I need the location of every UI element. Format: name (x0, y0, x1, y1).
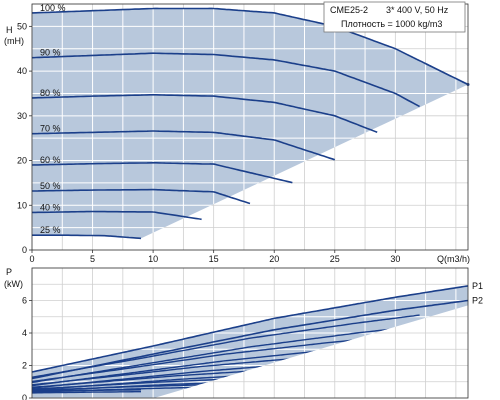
curve-label-100: 100 % (40, 3, 66, 13)
power-curve-70-p1 (32, 354, 335, 386)
power-curve-p1 (31, 285, 469, 373)
power-curve-p2 (31, 299, 469, 380)
bottom-operating-area (32, 285, 468, 398)
top-xtick-label: 0 (29, 254, 34, 264)
power-curve-90-p2 (32, 325, 420, 384)
top-xtick-label: 15 (209, 254, 219, 264)
power-curve-80-p1 (32, 337, 378, 383)
curve-label-80: 80 % (40, 88, 61, 98)
power-label-p2: P2 (472, 296, 483, 306)
info-model: CME25-2 (330, 5, 368, 15)
power-curve-40-p1 (32, 384, 202, 391)
curve-70-percent (31, 130, 336, 161)
curve-label-60: 60 % (40, 155, 61, 165)
curve-90-percent (31, 52, 420, 108)
info-box: CME25-2 3* 400 V, 50 Hz Плотность = 1000… (323, 1, 466, 33)
top-xtick-label: 5 (90, 254, 95, 264)
head-flow-panel: 100 % 90 % 80 % 70 % 60 % 50 % 40 % 25 % 0 5 10 15 2… (17, 3, 470, 264)
curve-100-percent (31, 7, 469, 86)
bottom-ylabel-unit: (kW) (4, 279, 23, 289)
curve-25-percent (32, 234, 142, 240)
top-operating-area (32, 8, 468, 239)
top-plot-frame (31, 3, 469, 251)
info-supply: 3* 400 V, 50 Hz (386, 5, 449, 15)
curve-label-40: 40 % (40, 202, 61, 212)
top-ytick-label: 50 (17, 21, 27, 31)
power-curve-25-p1 (32, 389, 142, 392)
top-ytick-label: 10 (17, 200, 27, 210)
bottom-ytick-label: 4 (22, 328, 27, 338)
top-ytick-label: 0 (22, 245, 27, 255)
power-label-p1: P1 (472, 281, 483, 291)
curve-label-70: 70 % (40, 124, 61, 134)
top-ytick-label: 20 (17, 156, 27, 166)
info-density: Плотность = 1000 kg/m3 (341, 19, 442, 29)
curve-60-percent (31, 161, 293, 184)
curve-80-percent (31, 93, 378, 134)
power-curve-50-p1 (32, 377, 251, 390)
curve-label-50: 50 % (40, 181, 61, 191)
top-xtick-label: 10 (148, 254, 158, 264)
top-ylabel-unit: (mH) (4, 36, 24, 46)
top-ylabel: H (6, 25, 13, 35)
curve-50-percent (31, 188, 251, 205)
curve-40-percent (31, 210, 202, 221)
curve-label-90: 90 % (40, 48, 61, 58)
bottom-ytick-label: 0 (22, 393, 27, 400)
top-ytick-label: 30 (17, 111, 27, 121)
bottom-ylabel: P (6, 267, 12, 277)
top-ytick-label: 40 (17, 66, 27, 76)
top-xtick-label: 20 (269, 254, 279, 264)
curve-label-25: 25 % (40, 225, 61, 235)
power-curve-25-p2 (32, 390, 141, 394)
top-xlabel: Q(m3/h) (437, 254, 470, 264)
bottom-ytick-label: 6 (22, 296, 27, 306)
info-box-frame (323, 1, 466, 33)
top-xtick-label: 25 (330, 254, 340, 264)
power-flow-panel: P1 P2 0 2 4 6 (22, 267, 483, 400)
bottom-ytick-label: 2 (22, 361, 27, 371)
top-xtick-label: 30 (390, 254, 400, 264)
